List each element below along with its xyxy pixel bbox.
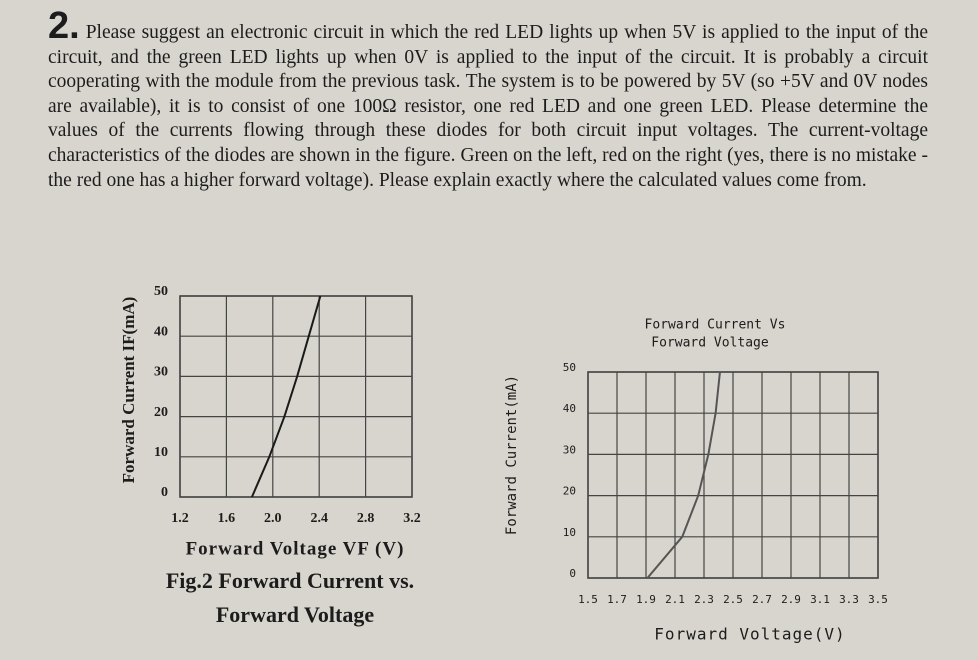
y-tick-label: 0 bbox=[161, 485, 168, 500]
x-axis-label: Forward Voltage VF (V) bbox=[186, 538, 405, 559]
x-tick-label: 2.8 bbox=[357, 511, 375, 526]
y-tick-label: 30 bbox=[154, 365, 168, 380]
y-axis-label: Forward Current(mA) bbox=[504, 375, 520, 535]
y-tick-label: 40 bbox=[154, 324, 168, 339]
y-axis-label: Forward Current IF(mA) bbox=[119, 297, 138, 484]
y-tick-label: 30 bbox=[563, 443, 576, 456]
x-tick-label: 3.5 bbox=[868, 593, 888, 606]
x-tick-label: 2.9 bbox=[781, 593, 801, 606]
y-tick-label: 20 bbox=[154, 405, 168, 420]
y-tick-label: 20 bbox=[563, 485, 576, 498]
y-tick-label: 40 bbox=[563, 402, 576, 415]
x-tick-label: 2.7 bbox=[752, 593, 772, 606]
problem-body: Please suggest an electronic circuit in … bbox=[48, 22, 928, 191]
x-tick-label: 3.3 bbox=[839, 593, 859, 606]
x-tick-label: 3.2 bbox=[403, 511, 421, 526]
chart-title: Forward Voltage bbox=[651, 336, 769, 351]
x-tick-label: 1.5 bbox=[578, 593, 598, 606]
plot-frame bbox=[179, 295, 413, 498]
y-tick-label: 50 bbox=[563, 361, 576, 374]
y-tick-label: 0 bbox=[569, 567, 576, 580]
x-tick-label: 2.4 bbox=[310, 511, 328, 526]
y-tick-label: 10 bbox=[154, 445, 168, 460]
y-tick-label: 50 bbox=[154, 284, 168, 299]
x-tick-label: 2.0 bbox=[264, 511, 282, 526]
figure-caption: Fig.2 Forward Current vs. bbox=[166, 568, 414, 593]
problem-text: 2. Please suggest an electronic circuit i… bbox=[48, 7, 928, 193]
x-tick-label: 1.6 bbox=[218, 511, 236, 526]
x-tick-label: 2.3 bbox=[694, 593, 714, 606]
iv-curve bbox=[251, 295, 322, 498]
x-tick-label: 1.9 bbox=[636, 593, 656, 606]
problem-number: 2. bbox=[48, 5, 80, 47]
x-tick-label: 2.5 bbox=[723, 593, 743, 606]
x-axis-label: Forward Voltage(V) bbox=[654, 625, 845, 644]
y-tick-label: 10 bbox=[563, 526, 576, 539]
iv-curve bbox=[646, 371, 721, 579]
figure-caption: Forward Voltage bbox=[216, 602, 375, 627]
x-tick-label: 1.7 bbox=[607, 593, 627, 606]
chart-title: Forward Current Vs bbox=[645, 318, 786, 333]
x-tick-label: 1.2 bbox=[171, 511, 189, 526]
x-tick-label: 2.1 bbox=[665, 593, 685, 606]
x-tick-label: 3.1 bbox=[810, 593, 830, 606]
